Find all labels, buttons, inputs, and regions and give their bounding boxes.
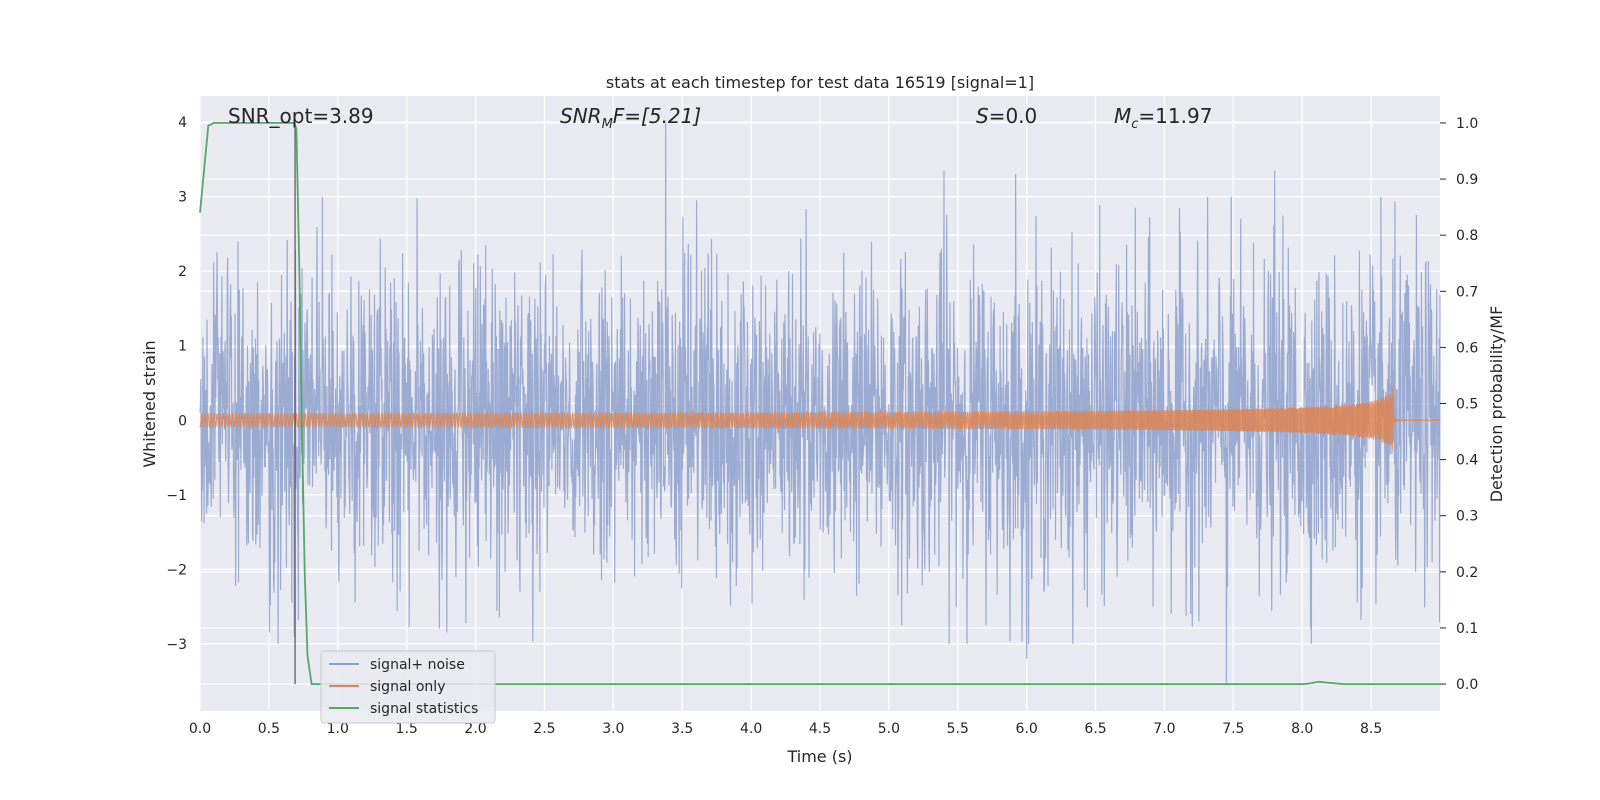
x-tick-label: 2.0	[464, 721, 486, 737]
snr-mf-suffix: F=[5.21]	[613, 104, 701, 128]
x-tick-label: 1.5	[396, 721, 418, 737]
s-value: =0.0	[989, 104, 1038, 128]
legend-label-stats: signal statistics	[370, 701, 478, 717]
mc-value: =11.97	[1138, 104, 1212, 128]
annotation-mc: Mc=11.97	[1114, 104, 1212, 132]
mc-subscript: c	[1131, 117, 1138, 132]
y-axis-label-right: Detection probability/MF	[1487, 306, 1506, 503]
y-tick-label-left: 1	[178, 339, 187, 355]
y-tick-label-left: 2	[178, 264, 187, 280]
y-tick-label-left: −1	[166, 488, 187, 504]
y-tick-label-left: −3	[166, 637, 187, 653]
x-tick-label: 8.0	[1291, 721, 1313, 737]
x-tick-label: 5.5	[947, 721, 969, 737]
y-tick-label-right: 0.2	[1456, 565, 1478, 581]
x-ticks: 0.0 0.5 1.0 1.5 2.0 2.5 3.0 3.5 4.0 4.5 5.0 5.5 6.0 6…	[189, 721, 1382, 737]
legend-box	[320, 650, 496, 724]
s-label: S	[976, 104, 989, 128]
y-tick-label-right: 0.9	[1456, 172, 1478, 188]
annotation-snr-opt: SNR_opt=3.89	[228, 104, 374, 128]
y-ticks-right: 0.0 0.1 0.2 0.3 0.4 0.5 0.6 0.7 0.8 0.9 1.0	[1440, 116, 1478, 693]
y-tick-label-right: 0.8	[1456, 228, 1478, 244]
y-tick-label-right: 1.0	[1456, 116, 1478, 132]
y-ticks-left: −3 −2 −1 0 1 2 3 4	[166, 115, 187, 653]
x-axis-label: Time (s)	[786, 747, 852, 766]
x-tick-label: 0.0	[189, 721, 211, 737]
signal-noise-series	[199, 122, 1441, 685]
x-tick-label: 8.5	[1360, 721, 1382, 737]
y-tick-label-left: 0	[178, 413, 187, 429]
y-tick-label-right: 0.0	[1456, 677, 1478, 693]
y-tick-label-left: −2	[166, 562, 187, 578]
x-tick-label: 7.5	[1222, 721, 1244, 737]
annotation-snr-mf: SNRMF=[5.21]	[560, 104, 701, 132]
snr-mf-subscript: M	[602, 117, 613, 132]
x-tick-label: 4.5	[809, 721, 831, 737]
x-tick-label: 4.0	[740, 721, 762, 737]
y-tick-label-right: 0.3	[1456, 509, 1478, 525]
x-tick-label: 5.0	[878, 721, 900, 737]
x-tick-label: 3.5	[671, 721, 693, 737]
legend: signal+ noise signal only signal statist…	[320, 650, 496, 724]
y-tick-label-right: 0.7	[1456, 284, 1478, 300]
signal-only-series	[199, 387, 1440, 450]
x-tick-label: 2.5	[533, 721, 555, 737]
x-tick-label: 0.5	[258, 721, 280, 737]
chart-title: stats at each timestep for test data 165…	[606, 73, 1034, 92]
x-tick-label: 1.0	[327, 721, 349, 737]
annotation-s: S=0.0	[976, 104, 1037, 128]
y-tick-label-left: 4	[178, 115, 187, 131]
x-tick-label: 3.0	[602, 721, 624, 737]
y-tick-label-right: 0.6	[1456, 340, 1478, 356]
x-tick-label: 6.5	[1084, 721, 1106, 737]
snr-mf-label: SNR	[560, 104, 602, 128]
y-tick-label-right: 0.4	[1456, 453, 1478, 469]
mc-label: M	[1114, 104, 1131, 128]
x-tick-label: 7.0	[1153, 721, 1175, 737]
series-line-signal-noise	[199, 122, 1441, 685]
series-line-signal-only	[199, 387, 1440, 450]
x-tick-label: 6.0	[1016, 721, 1038, 737]
y-tick-label-right: 0.5	[1456, 397, 1478, 413]
y-tick-label-left: 3	[178, 190, 187, 206]
legend-label-signal: signal only	[370, 679, 445, 695]
y-axis-label-left: Whitened strain	[140, 340, 159, 467]
legend-label-noise: signal+ noise	[370, 657, 465, 673]
y-tick-label-right: 0.1	[1456, 621, 1478, 637]
